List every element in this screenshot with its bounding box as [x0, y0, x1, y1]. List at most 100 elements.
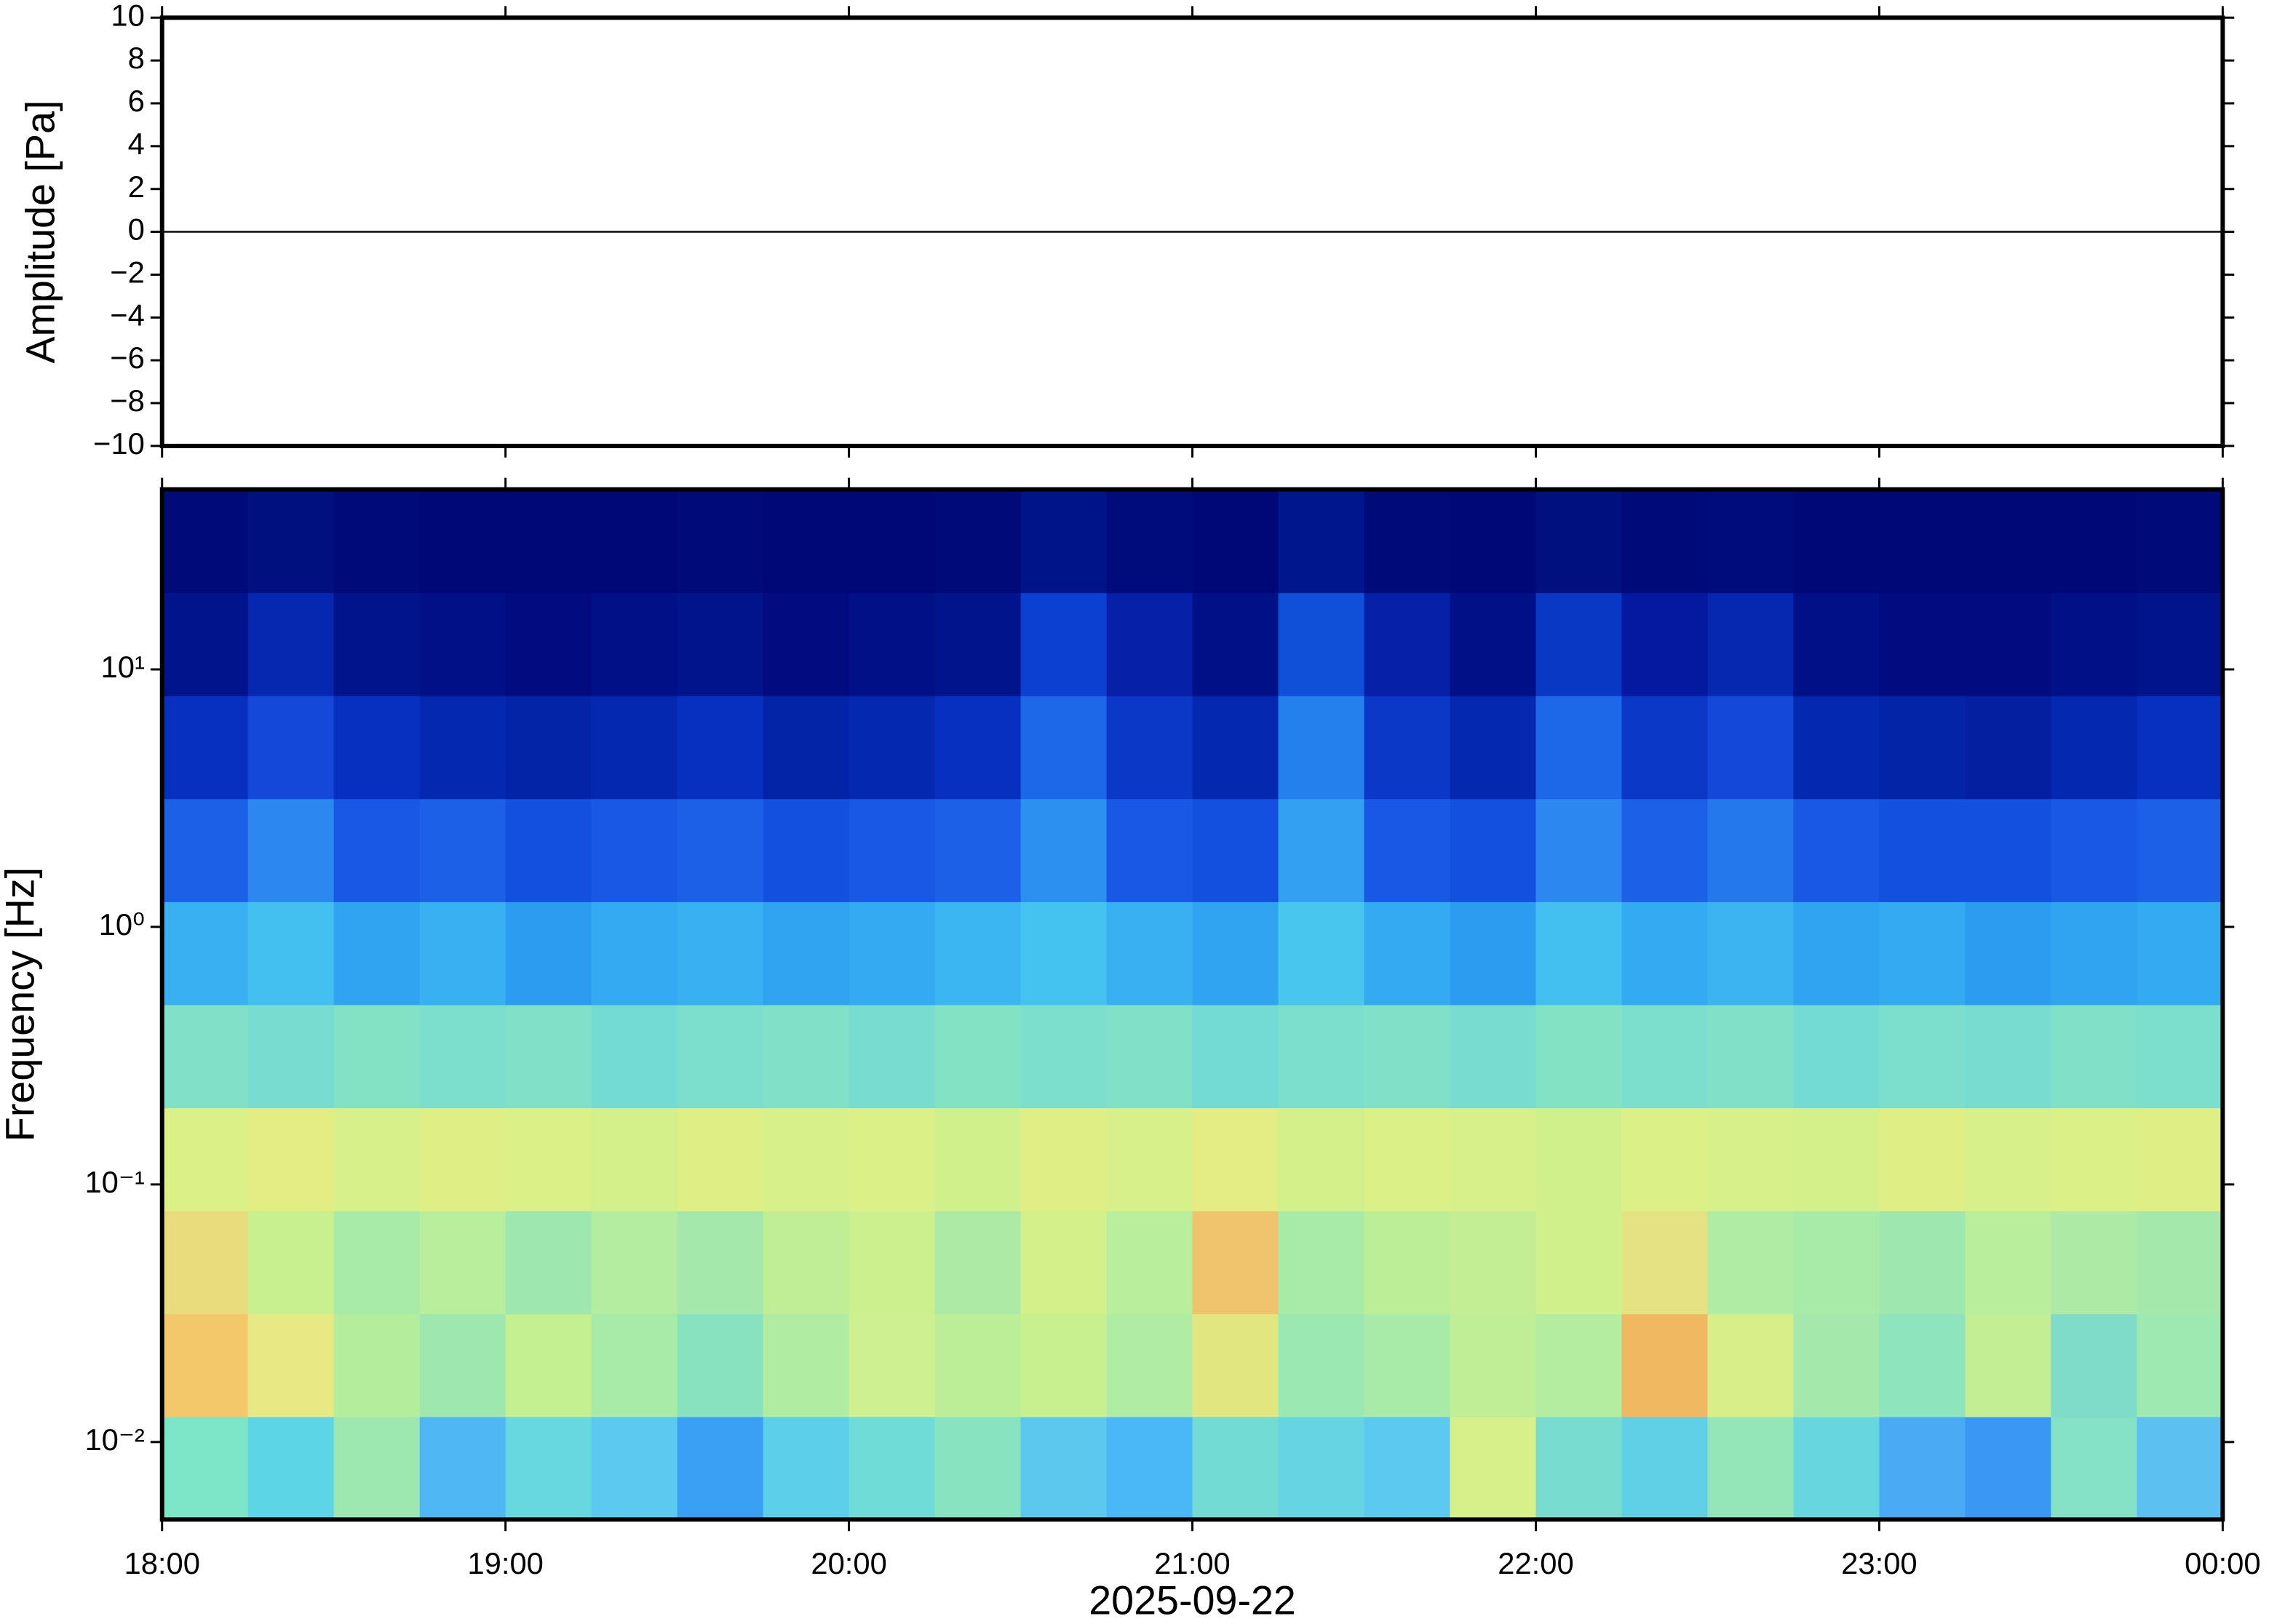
heatmap-cell — [247, 489, 335, 594]
heatmap-cell — [1965, 489, 2052, 594]
heatmap-cell — [2051, 1210, 2138, 1315]
heatmap-cell — [763, 798, 850, 902]
heatmap-cell — [162, 1416, 249, 1521]
heatmap-cell — [763, 489, 850, 594]
heatmap-cell — [1879, 1313, 1966, 1417]
heatmap-cell — [1879, 901, 1966, 1006]
heatmap-cell — [162, 695, 249, 800]
heatmap-cell — [1793, 1416, 1880, 1521]
heatmap-cell — [2137, 489, 2224, 594]
heatmap-cell — [1965, 695, 2052, 800]
x-tick-label: 19:00 — [467, 1546, 543, 1580]
heatmap-cell — [2051, 489, 2138, 594]
heatmap-cell — [1621, 1004, 1709, 1109]
heatmap-cell — [2051, 901, 2138, 1006]
heatmap-cell — [1621, 695, 1709, 800]
heatmap-cell — [1535, 1210, 1623, 1315]
heatmap-cell — [1278, 695, 1365, 800]
heatmap-cell — [1106, 1107, 1193, 1211]
x-tick-label: 00:00 — [2185, 1546, 2260, 1580]
heatmap-cell — [1450, 1210, 1537, 1315]
heatmap-cell — [1707, 1107, 1795, 1211]
heatmap-cell — [763, 901, 850, 1006]
heatmap-cell — [1450, 1416, 1537, 1521]
heatmap-cell — [677, 1313, 764, 1417]
heatmap-cell — [1793, 798, 1880, 902]
heatmap-cell — [1879, 1004, 1966, 1109]
heatmap-cell — [1450, 901, 1537, 1006]
heatmap-cell — [1965, 592, 2052, 696]
x-tick-label: 21:00 — [1154, 1546, 1230, 1580]
y-tick-label: −6 — [110, 341, 145, 375]
heatmap-cell — [419, 489, 506, 594]
heatmap-cell — [1192, 1416, 1279, 1521]
heatmap-cell — [162, 1313, 249, 1417]
heatmap-cell — [505, 1004, 592, 1109]
heatmap-cell — [1364, 1416, 1451, 1521]
heatmap-cell — [1106, 1416, 1193, 1521]
heatmap-cell — [419, 1313, 506, 1417]
heatmap-cell — [591, 695, 678, 800]
heatmap-cell — [849, 489, 936, 594]
heatmap-cell — [1364, 1210, 1451, 1315]
heatmap-cell — [1364, 489, 1451, 594]
heatmap-cell — [419, 1107, 506, 1211]
heatmap-cell — [2137, 1210, 2224, 1315]
heatmap-cell — [1450, 1107, 1537, 1211]
heatmap-cell — [1364, 901, 1451, 1006]
heatmap-cell — [1278, 592, 1365, 696]
heatmap-cell — [1020, 1210, 1108, 1315]
heatmap-cell — [247, 1313, 335, 1417]
heatmap-cell — [1278, 489, 1365, 594]
heatmap-cell — [247, 1416, 335, 1521]
heatmap-cell — [1965, 1210, 2052, 1315]
heatmap-cell — [1278, 1004, 1365, 1109]
heatmap-cell — [1535, 901, 1623, 1006]
heatmap-cell — [1364, 1107, 1451, 1211]
heatmap-cell — [247, 592, 335, 696]
heatmap-cell — [1192, 1004, 1279, 1109]
heatmap-cell — [934, 489, 1022, 594]
heatmap-cell — [1106, 798, 1193, 902]
y-tick-label: −10 — [93, 426, 145, 461]
heatmap-cell — [1192, 1107, 1279, 1211]
y-axis-label: Amplitude [Pa] — [17, 100, 63, 364]
heatmap-cell — [247, 1210, 335, 1315]
heatmap-cell — [1707, 489, 1795, 594]
heatmap-cell — [505, 1416, 592, 1521]
heatmap-cell — [1707, 901, 1795, 1006]
heatmap-cell — [934, 1416, 1022, 1521]
y-tick-label: −4 — [110, 298, 145, 332]
heatmap-cell — [162, 798, 249, 902]
heatmap-cell — [1793, 901, 1880, 1006]
heatmap-cell — [1879, 695, 1966, 800]
heatmap-cell — [505, 592, 592, 696]
heatmap-cell — [162, 1210, 249, 1315]
y-tick-label: 10⁰ — [99, 907, 145, 942]
heatmap-cell — [934, 1107, 1022, 1211]
heatmap-cell — [247, 798, 335, 902]
heatmap-cell — [333, 1313, 421, 1417]
heatmap-cell — [1621, 798, 1709, 902]
heatmap-cell — [677, 695, 764, 800]
y-tick-label: 10 — [111, 0, 144, 32]
heatmap-cell — [419, 592, 506, 696]
heatmap-cell — [934, 1313, 1022, 1417]
heatmap-cell — [2051, 798, 2138, 902]
heatmap-cell — [505, 489, 592, 594]
heatmap-cell — [2137, 1107, 2224, 1211]
heatmap-cell — [591, 1210, 678, 1315]
heatmap-cell — [1450, 695, 1537, 800]
heatmap-cell — [849, 592, 936, 696]
heatmap-cell — [333, 1004, 421, 1109]
heatmap-cell — [677, 1210, 764, 1315]
heatmap-cell — [1278, 798, 1365, 902]
heatmap-cell — [1535, 1004, 1623, 1109]
heatmap-cell — [677, 592, 764, 696]
heatmap-cell — [1106, 1210, 1193, 1315]
heatmap-cell — [1707, 1313, 1795, 1417]
y-tick-label: 10⁻² — [84, 1422, 144, 1457]
heatmap-cell — [934, 1210, 1022, 1315]
heatmap-cell — [1278, 1416, 1365, 1521]
